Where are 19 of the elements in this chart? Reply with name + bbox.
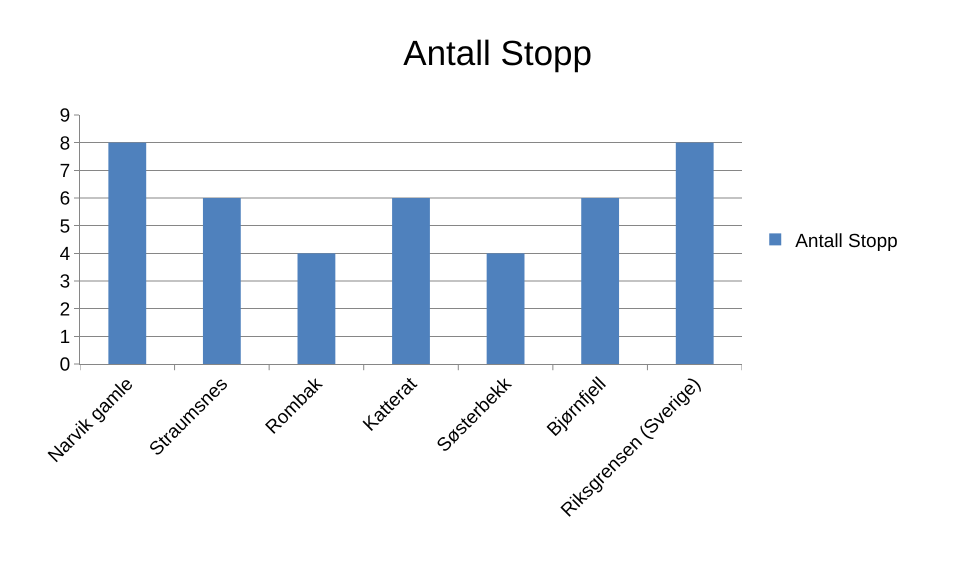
bar [486, 253, 524, 364]
y-tick-label: 7 [60, 160, 70, 182]
y-tick-label: 0 [60, 354, 70, 376]
y-tick-label: 4 [60, 244, 71, 265]
y-tick-label: 6 [60, 188, 70, 210]
bar [202, 198, 241, 364]
y-tick-label: 5 [60, 216, 70, 238]
y-tick-label: 8 [60, 133, 70, 154]
chart-title: Antall Stopp [403, 34, 592, 74]
y-tick-label: 1 [60, 326, 70, 348]
bar [676, 142, 714, 364]
bar [581, 198, 620, 364]
bar [108, 142, 146, 364]
bar [392, 198, 430, 364]
y-tick-label: 9 [60, 106, 70, 127]
legend-label: Antall Stopp [795, 230, 898, 252]
bar [298, 253, 336, 364]
y-tick-label: 2 [60, 299, 70, 320]
y-tick-label: 3 [60, 272, 70, 293]
